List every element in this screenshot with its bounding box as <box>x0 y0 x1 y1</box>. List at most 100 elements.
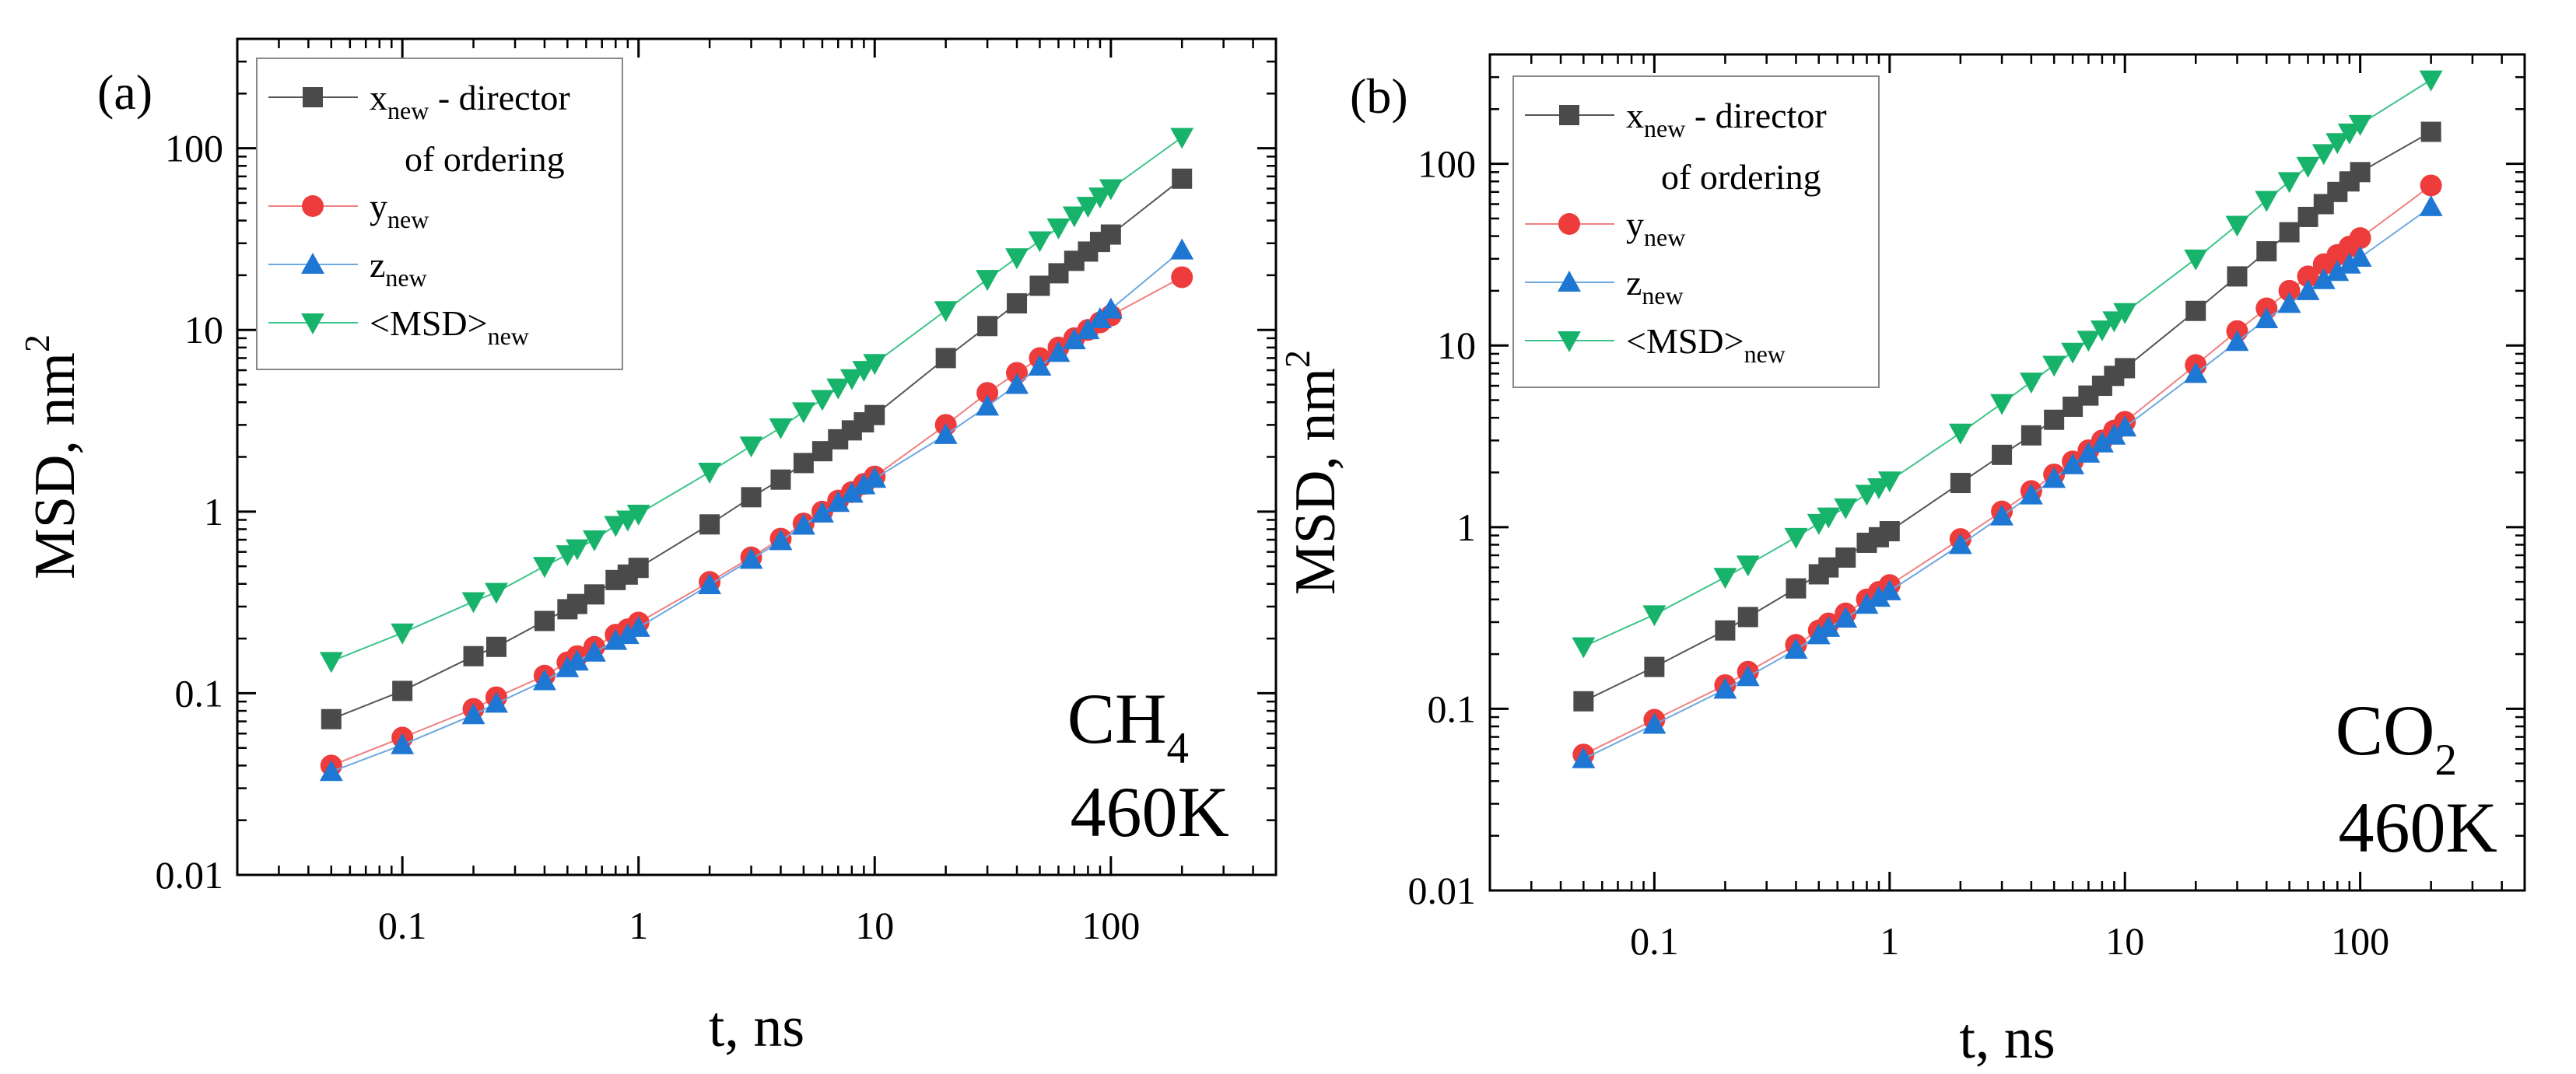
data-point-z_new <box>1817 616 1841 637</box>
data-point-z_new <box>976 394 1000 416</box>
data-point-x_new <box>1818 557 1839 578</box>
data-point-msd_new <box>698 463 722 484</box>
data-point-z_new <box>1736 665 1760 687</box>
data-point-z_new <box>1028 355 1052 376</box>
legend: xnew - director of ordering ynew znew <MSD>n… <box>1512 75 1880 388</box>
legend-label-z_new: znew <box>370 245 427 292</box>
data-point-z_new <box>826 491 850 513</box>
data-point-msd_new <box>1784 527 1808 549</box>
data-point-x_new <box>2420 121 2441 142</box>
data-point-msd_new <box>1948 423 1972 445</box>
data-point-z_new <box>2255 307 2279 329</box>
species-annotation: CO2 <box>2336 691 2457 785</box>
data-point-x_new <box>741 487 762 508</box>
data-point-z_new <box>2311 268 2336 289</box>
data-point-x_new <box>2279 222 2300 243</box>
y-tick-label: 1 <box>204 490 223 534</box>
data-point-z_new <box>791 513 815 535</box>
data-point-z_new <box>1076 318 1100 340</box>
data-point-x_new <box>2350 162 2371 183</box>
data-point-z_new <box>698 573 722 595</box>
legend-label-y_new: ynew <box>370 187 429 233</box>
data-point-z_new <box>839 481 864 503</box>
data-point-msd_new <box>1062 206 1086 228</box>
data-point-msd_new <box>1088 187 1112 209</box>
data-point-msd_new <box>1099 179 1123 201</box>
data-point-msd_new <box>1736 555 1760 577</box>
legend-label-y_new: ynew <box>1626 205 1685 251</box>
data-point-z_new <box>810 501 834 523</box>
series-x_new <box>1573 121 2441 712</box>
data-point-z_new <box>565 649 589 671</box>
x-tick-label: 100 <box>1081 904 1140 947</box>
y-tick-label: 100 <box>1418 142 1476 186</box>
data-point-z_new <box>626 615 650 637</box>
data-point-x_new <box>1644 656 1665 677</box>
data-point-x_new <box>864 404 885 425</box>
data-point-z_new <box>2113 415 2137 437</box>
data-point-z_new <box>1877 579 1901 600</box>
x-tick-label: 10 <box>2105 919 2144 963</box>
legend-label-z_new: znew <box>1626 263 1684 310</box>
chart-panel-a: 0.1 1 10 100 0.01 0.1 1 10 100 t, ns MSD, nm2 (a) CH… <box>17 37 1277 1059</box>
data-point-z_new <box>1062 328 1086 350</box>
legend-label-msd_new: <MSD>new <box>370 303 529 350</box>
data-point-msd_new <box>2042 355 2066 377</box>
series-z_new <box>1572 194 2443 768</box>
data-point-msd_new <box>739 436 763 458</box>
x-tick-label: 1 <box>1880 919 1899 963</box>
data-point-y_new <box>1006 362 1029 384</box>
temperature-annotation: 460K <box>2339 788 2497 867</box>
data-point-msd_new <box>582 530 606 551</box>
data-point-x_new <box>770 469 791 490</box>
panel-label: (b) <box>1350 68 1408 124</box>
data-point-x_new <box>1950 473 1971 494</box>
data-point-z_new <box>739 547 763 569</box>
data-point-z_new <box>1784 638 1808 659</box>
data-point-x_new <box>1715 620 1736 641</box>
data-point-z_new <box>2225 330 2249 352</box>
data-point-z_new <box>2042 467 2066 488</box>
data-point-msd_new <box>2348 114 2372 136</box>
y-tick-label: 0.01 <box>1408 869 1477 912</box>
data-point-msd_new <box>826 378 850 400</box>
data-point-x_new <box>321 708 342 729</box>
data-point-msd_new <box>1817 507 1841 529</box>
x-tick-label: 0.1 <box>1630 919 1679 963</box>
data-point-x_new <box>2185 300 2206 321</box>
data-point-msd_new <box>391 623 415 645</box>
data-point-y_new <box>976 382 999 404</box>
data-point-msd_new <box>2090 320 2114 342</box>
x-axis-label: t, ns <box>709 995 804 1059</box>
data-point-x_new <box>2227 266 2248 287</box>
data-point-z_new <box>1855 593 1879 614</box>
data-point-x_new <box>485 636 506 657</box>
data-point-msd_new <box>2113 303 2137 324</box>
legend-label-x_new: xnew - director <box>370 78 570 124</box>
y-tick-label: 100 <box>165 127 223 170</box>
data-point-x_new <box>1992 444 2013 465</box>
data-point-msd_new <box>1855 485 1879 506</box>
data-point-x_new <box>1029 275 1050 296</box>
legend-label-line2: of ordering <box>405 139 565 179</box>
data-point-msd_new <box>934 301 958 323</box>
data-point-x_new <box>1879 521 1900 542</box>
x-tick-label: 10 <box>855 904 894 947</box>
data-point-msd_new <box>2061 342 2085 364</box>
data-point-x_new <box>1100 224 1121 245</box>
data-point-msd_new <box>532 557 556 579</box>
data-point-z_new <box>2077 441 2101 463</box>
legend-marker-msd_new <box>301 313 324 334</box>
data-point-msd_new <box>791 402 815 424</box>
legend-marker-x_new <box>1559 105 1579 125</box>
data-point-x_new <box>2044 409 2065 430</box>
data-point-x_new <box>2256 241 2277 262</box>
data-point-msd_new <box>863 354 887 376</box>
data-point-msd_new <box>2311 144 2336 166</box>
data-point-x_new <box>699 514 720 535</box>
data-point-msd_new <box>1990 394 2014 415</box>
data-point-z_new <box>604 628 628 650</box>
data-point-z_new <box>1713 677 1737 699</box>
data-point-msd_new <box>1642 605 1667 627</box>
data-point-msd_new <box>2277 172 2301 194</box>
